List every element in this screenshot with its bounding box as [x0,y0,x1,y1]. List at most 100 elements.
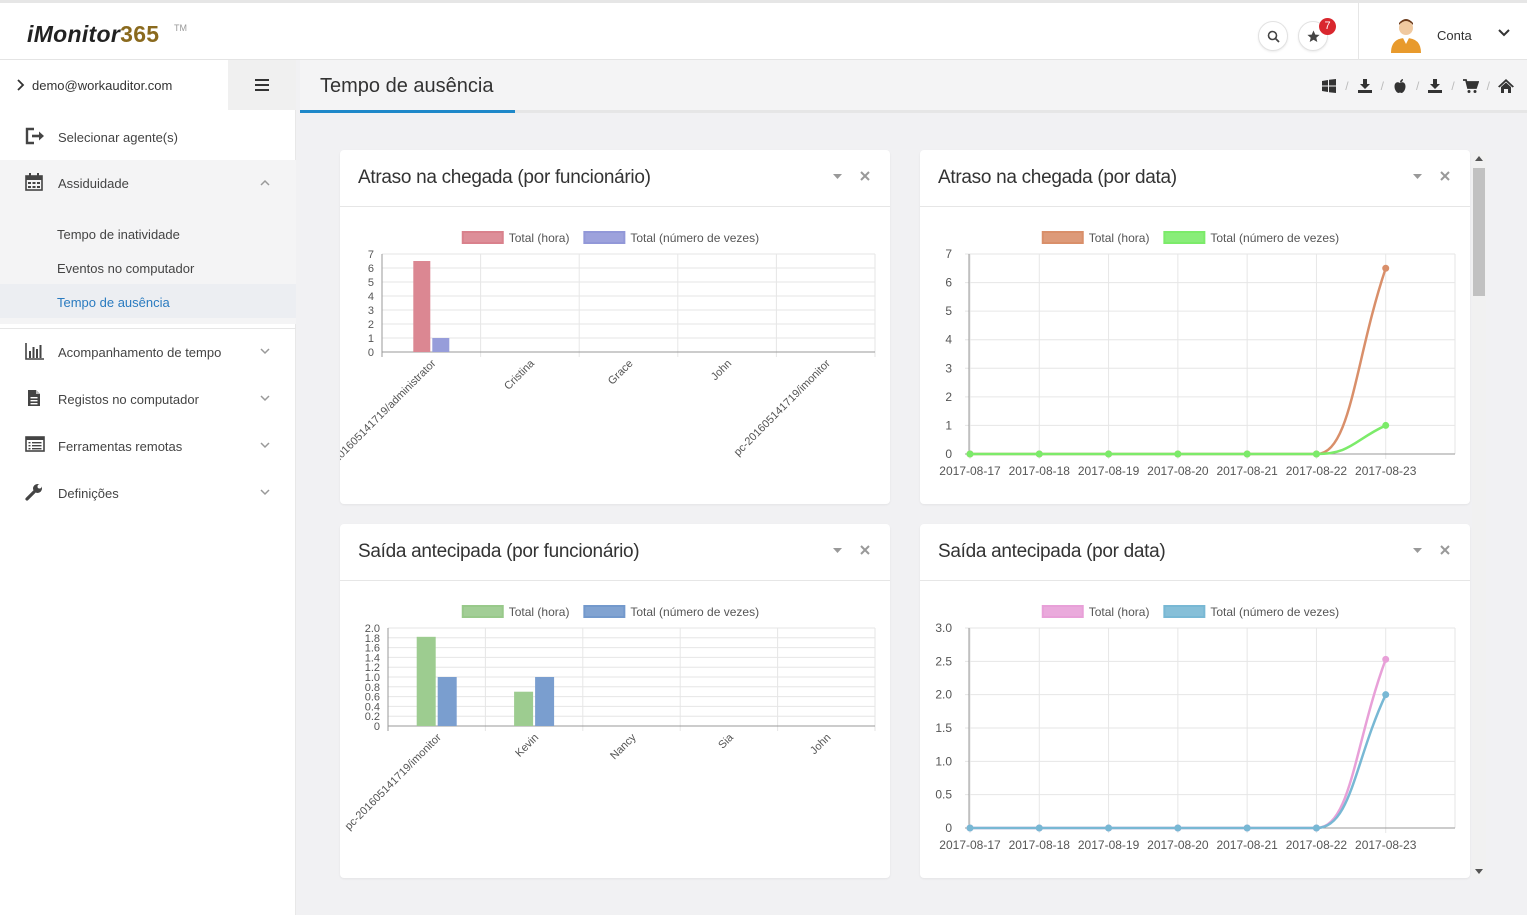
y-tick-label: 5 [945,304,952,318]
logout-icon [25,127,44,145]
x-tick-label: John [709,358,734,383]
y-tick-label: 2.0 [365,623,380,635]
legend-label: Total (hora) [1089,231,1150,245]
legend-label: Total (número de vezes) [630,605,759,619]
submenu-item-absence-time[interactable]: Tempo de ausência [0,284,296,318]
scroll-down-arrow-icon[interactable] [1475,869,1483,874]
chevron-down-icon [260,489,270,496]
sidebar: demo@workauditor.com Selecionar agente(s… [0,60,296,915]
y-tick-label: 3.0 [935,621,952,635]
document-icon [28,390,40,406]
close-icon[interactable] [860,171,870,181]
calendar-icon [25,173,43,191]
scroll-thumb[interactable] [1473,168,1485,296]
current-user-row[interactable]: demo@workauditor.com [0,60,228,110]
x-tick-label: 2017-08-22 [1286,464,1348,478]
download-icon[interactable] [1357,78,1373,94]
logo-trademark: TM [174,23,187,33]
separator: / [1451,79,1455,93]
avatar[interactable] [1389,17,1423,53]
scroll-up-arrow-icon[interactable] [1475,156,1483,161]
cart-icon[interactable] [1462,78,1479,94]
submenu-item-label: Eventos no computador [57,261,195,276]
bar [432,338,450,352]
download-icon[interactable] [1427,78,1443,94]
bar [416,636,436,726]
chevron-down-icon[interactable] [1498,29,1510,37]
y-tick-label: 1.4 [365,652,380,664]
chart: Total (hora) Total (número de vezes) 0 1 2 3 4… [340,231,876,468]
collapse-caret-icon[interactable] [833,174,842,180]
sidebar-item-label: Registos no computador [58,392,199,407]
sidebar-item-select-agents[interactable]: Selecionar agente(s) [0,114,296,160]
y-tick-label: 2 [368,319,374,331]
x-tick-label: 2017-08-23 [1355,464,1417,478]
page-header: Tempo de ausência / / / / / [300,60,1527,113]
sidebar-item-label: Acompanhamento de tempo [58,345,222,360]
chevron-down-icon [260,348,270,355]
content-scrollbar[interactable] [1472,152,1486,878]
title-underline [300,110,515,113]
y-tick-label: 1.2 [365,662,380,674]
legend-label: Total (hora) [509,605,570,619]
submenu-item-computer-events[interactable]: Eventos no computador [0,250,296,284]
collapse-caret-icon[interactable] [833,548,842,554]
collapse-caret-icon[interactable] [1413,174,1422,180]
legend-swatch [1041,231,1084,244]
x-tick-label: pc-201605141719/imonitor [732,357,833,458]
hamburger-icon [255,79,269,91]
account-label[interactable]: Conta [1437,28,1472,43]
submenu-item-idle-time[interactable]: Tempo de inatividade [0,216,296,250]
x-tick-label: pc-201605141719/imonitor [343,731,444,832]
series-line [970,694,1387,830]
chevron-right-icon [17,79,25,91]
menu-toggle-button[interactable] [228,60,296,110]
sidebar-item-time-tracking[interactable]: Acompanhamento de tempo [0,329,296,375]
panel-title: Saída antecipada (por funcionário) [358,541,640,562]
x-tick-label: 2017-08-21 [1216,838,1278,852]
legend-label: Total (hora) [1089,605,1150,619]
data-point [1382,655,1390,663]
y-tick-label: 3 [368,305,374,317]
x-tick-label: 2017-08-18 [1009,838,1071,852]
sidebar-item-remote-tools[interactable]: Ferramentas remotas [0,423,296,469]
x-tick-label: Cristina [502,357,537,392]
separator: / [1486,79,1490,93]
apple-icon[interactable] [1392,78,1408,94]
y-tick-label: 7 [368,249,374,261]
logo[interactable]: iMonitor365 [27,21,159,48]
x-tick-label: Nancy [608,731,639,762]
y-tick-label: 6 [945,276,952,290]
sidebar-item-computer-logs[interactable]: Registos no computador [0,376,296,422]
y-tick-label: 7 [945,247,952,261]
bar [413,261,431,352]
data-point [1035,450,1043,458]
y-tick-label: 6 [368,263,374,275]
data-point [966,450,974,458]
y-tick-label: 0 [945,821,952,835]
search-button[interactable] [1258,21,1288,51]
sidebar-item-attendance[interactable]: Assiduidade [0,160,296,206]
data-point [1174,824,1182,832]
legend-swatch [583,605,626,618]
sidebar-item-label: Definições [58,486,119,501]
sidebar-item-label: Ferramentas remotas [58,439,183,454]
header-shortcuts: / / / / / [1318,77,1517,95]
chart: Total (hora) Total (número de vezes) 0 1 2 3 4… [939,231,1456,478]
legend-swatch [1163,231,1206,244]
data-point [1105,824,1113,832]
chevron-up-icon [260,179,270,186]
close-icon[interactable] [860,545,870,555]
home-icon[interactable] [1498,78,1514,94]
y-tick-label: 1 [945,418,952,432]
sidebar-item-settings[interactable]: Definições [0,470,296,516]
close-icon[interactable] [1440,171,1450,181]
x-tick-label: 2017-08-21 [1216,464,1278,478]
collapse-caret-icon[interactable] [1413,548,1422,554]
data-point [1035,824,1043,832]
legend-swatch [461,231,504,244]
y-tick-label: 0.2 [365,711,380,723]
bar-chart-icon [25,343,44,360]
windows-icon[interactable] [1321,78,1337,94]
close-icon[interactable] [1440,545,1450,555]
